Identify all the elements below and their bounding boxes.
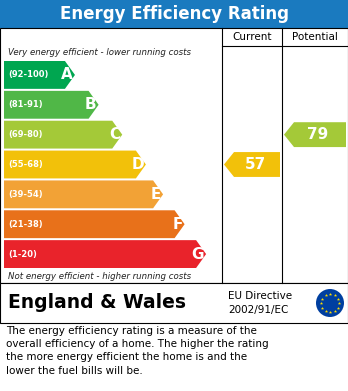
Text: (55-68): (55-68) [8,160,43,169]
Polygon shape [4,121,122,149]
Text: D: D [131,157,144,172]
Text: E: E [151,187,161,202]
Text: Current: Current [232,32,272,42]
Text: The energy efficiency rating is a measure of the
overall efficiency of a home. T: The energy efficiency rating is a measur… [6,326,269,376]
Text: C: C [109,127,120,142]
Polygon shape [4,210,184,238]
Text: (69-80): (69-80) [8,130,42,139]
Text: (92-100): (92-100) [8,70,48,79]
Polygon shape [4,180,163,208]
Bar [0,283,348,323]
Bar [0,0,348,28]
Text: (1-20): (1-20) [8,249,37,258]
Text: EU Directive
2002/91/EC: EU Directive 2002/91/EC [228,291,292,315]
Polygon shape [4,240,206,268]
Text: F: F [172,217,183,232]
Text: A: A [61,67,73,83]
Polygon shape [4,151,146,178]
Text: Energy Efficiency Rating: Energy Efficiency Rating [60,5,288,23]
Text: 57: 57 [244,157,266,172]
Text: (21-38): (21-38) [8,220,42,229]
Polygon shape [284,122,346,147]
Text: G: G [192,247,204,262]
Polygon shape [4,91,98,119]
Polygon shape [4,61,75,89]
Text: B: B [85,97,97,112]
Text: Not energy efficient - higher running costs: Not energy efficient - higher running co… [8,272,191,281]
Text: England & Wales: England & Wales [8,294,186,312]
Bar [0,28,348,283]
Text: (81-91): (81-91) [8,100,42,109]
Text: (39-54): (39-54) [8,190,42,199]
Circle shape [316,289,344,317]
Text: Very energy efficient - lower running costs: Very energy efficient - lower running co… [8,48,191,57]
Polygon shape [224,152,280,177]
Text: 79: 79 [307,127,329,142]
Text: Potential: Potential [292,32,338,42]
